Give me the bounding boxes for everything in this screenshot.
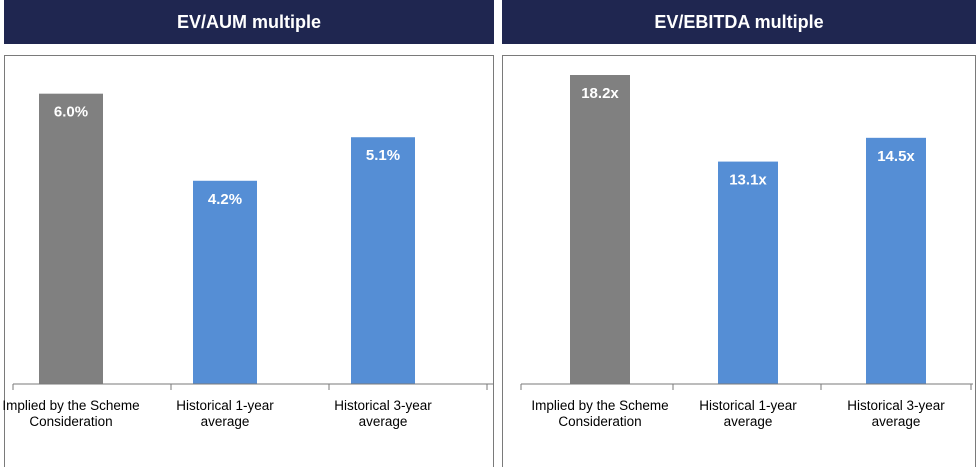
ev-ebitda-chart-area: 18.2x 13.1x 14.5x Implied by the Scheme Co… (502, 55, 976, 467)
ev-aum-category-label: Implied by the Scheme Consideration (2, 398, 140, 429)
ev-ebitda-data-label: 18.2x (581, 85, 619, 102)
ev-aum-panel: EV/AUM multiple 6.0% 4.2% 5.1% Implied by … (2, 0, 494, 467)
ev-ebitda-data-label: 14.5x (877, 148, 915, 165)
ev-ebitda-category-label: Historical 1-year average (699, 398, 797, 429)
ev-ebitda-bar (866, 137, 926, 384)
ev-ebitda-data-label: 13.1x (729, 172, 767, 189)
ev-aum-bar (193, 180, 257, 384)
ev-aum-chart: 6.0% 4.2% 5.1% (12, 93, 493, 390)
ev-aum-data-label: 4.2% (208, 191, 242, 208)
ev-aum-data-label: 5.1% (366, 147, 400, 164)
ev-aum-data-label: 6.0% (54, 104, 88, 121)
ev-aum-chart-area: 6.0% 4.2% 5.1% Implied by the Scheme Consi… (2, 55, 494, 467)
ev-ebitda-title: EV/EBITDA multiple (502, 0, 976, 44)
ev-ebitda-category-label: Implied by the Scheme Consideration (531, 398, 669, 429)
ev-aum-bar (39, 93, 103, 384)
ev-ebitda-chart: 18.2x 13.1x 14.5x (520, 75, 973, 390)
ev-aum-title: EV/AUM multiple (4, 0, 494, 44)
ev-aum-bar (351, 137, 415, 384)
ev-ebitda-bar (570, 75, 630, 384)
ev-aum-category-label: Historical 3-year average (334, 398, 432, 429)
ev-ebitda-panel: EV/EBITDA multiple 18.2x 13.1x 14.5x Impli… (502, 0, 976, 467)
ev-aum-category-label: Historical 1-year average (176, 398, 274, 429)
ev-ebitda-bar (718, 161, 778, 384)
ev-ebitda-category-label: Historical 3-year average (847, 398, 945, 429)
